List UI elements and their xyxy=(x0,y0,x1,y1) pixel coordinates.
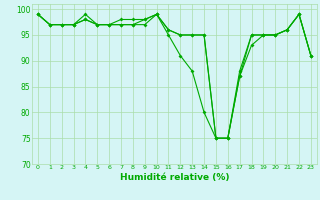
X-axis label: Humidité relative (%): Humidité relative (%) xyxy=(120,173,229,182)
